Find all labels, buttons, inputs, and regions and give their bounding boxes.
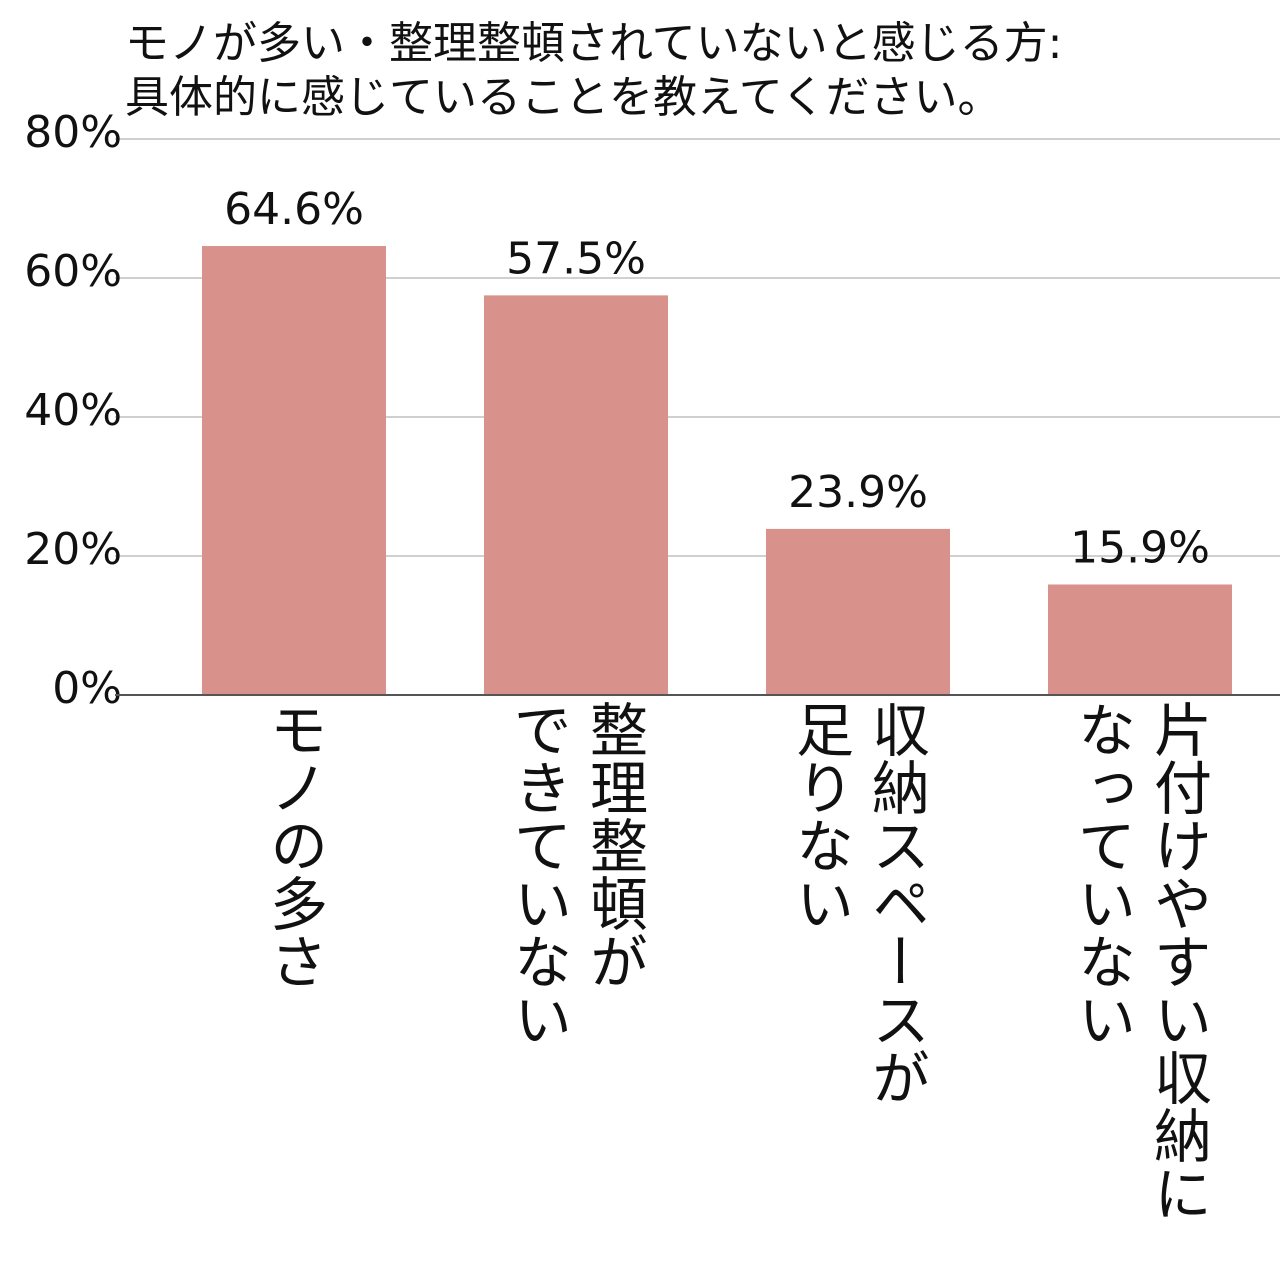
y-tick-label: 60%	[24, 246, 122, 297]
value-label: 23.9%	[788, 467, 928, 518]
x-tick-label: 片付けやすい収納に なっていない	[1064, 700, 1216, 1222]
y-tick-label: 40%	[24, 385, 122, 436]
x-tick-label-line: 片付けやすい収納に	[1144, 700, 1212, 1222]
bar	[766, 528, 950, 695]
x-tick-label-line: 整理整頓が	[580, 700, 648, 990]
value-label: 15.9%	[1070, 522, 1210, 573]
y-tick-label: 80%	[24, 107, 122, 158]
chart-title: モノが多い・整理整頓されていないと感じる方:	[125, 18, 1063, 69]
x-tick-label-line: モノの多さ	[260, 700, 328, 990]
chart-title: 具体的に感じていることを教えてください。	[125, 72, 1001, 123]
x-tick-label-line: なっていない	[1068, 700, 1136, 1048]
y-tick-label: 0%	[52, 663, 122, 714]
value-label: 64.6%	[224, 184, 364, 235]
x-tick-label-line: 収納スペースが	[862, 700, 930, 1106]
x-tick-label: 収納スペースが 足りない	[782, 700, 934, 1106]
x-tick-label: 整理整頓が できていない	[500, 700, 652, 1048]
x-tick-label-line: できていない	[504, 700, 572, 1048]
bar	[202, 246, 386, 695]
value-label: 57.5%	[506, 233, 646, 284]
x-tick-label-line: 足りない	[786, 700, 854, 932]
y-tick-label: 20%	[24, 524, 122, 575]
x-tick-label: モノの多さ	[256, 700, 332, 990]
bar	[484, 295, 668, 695]
bar	[1048, 584, 1232, 695]
